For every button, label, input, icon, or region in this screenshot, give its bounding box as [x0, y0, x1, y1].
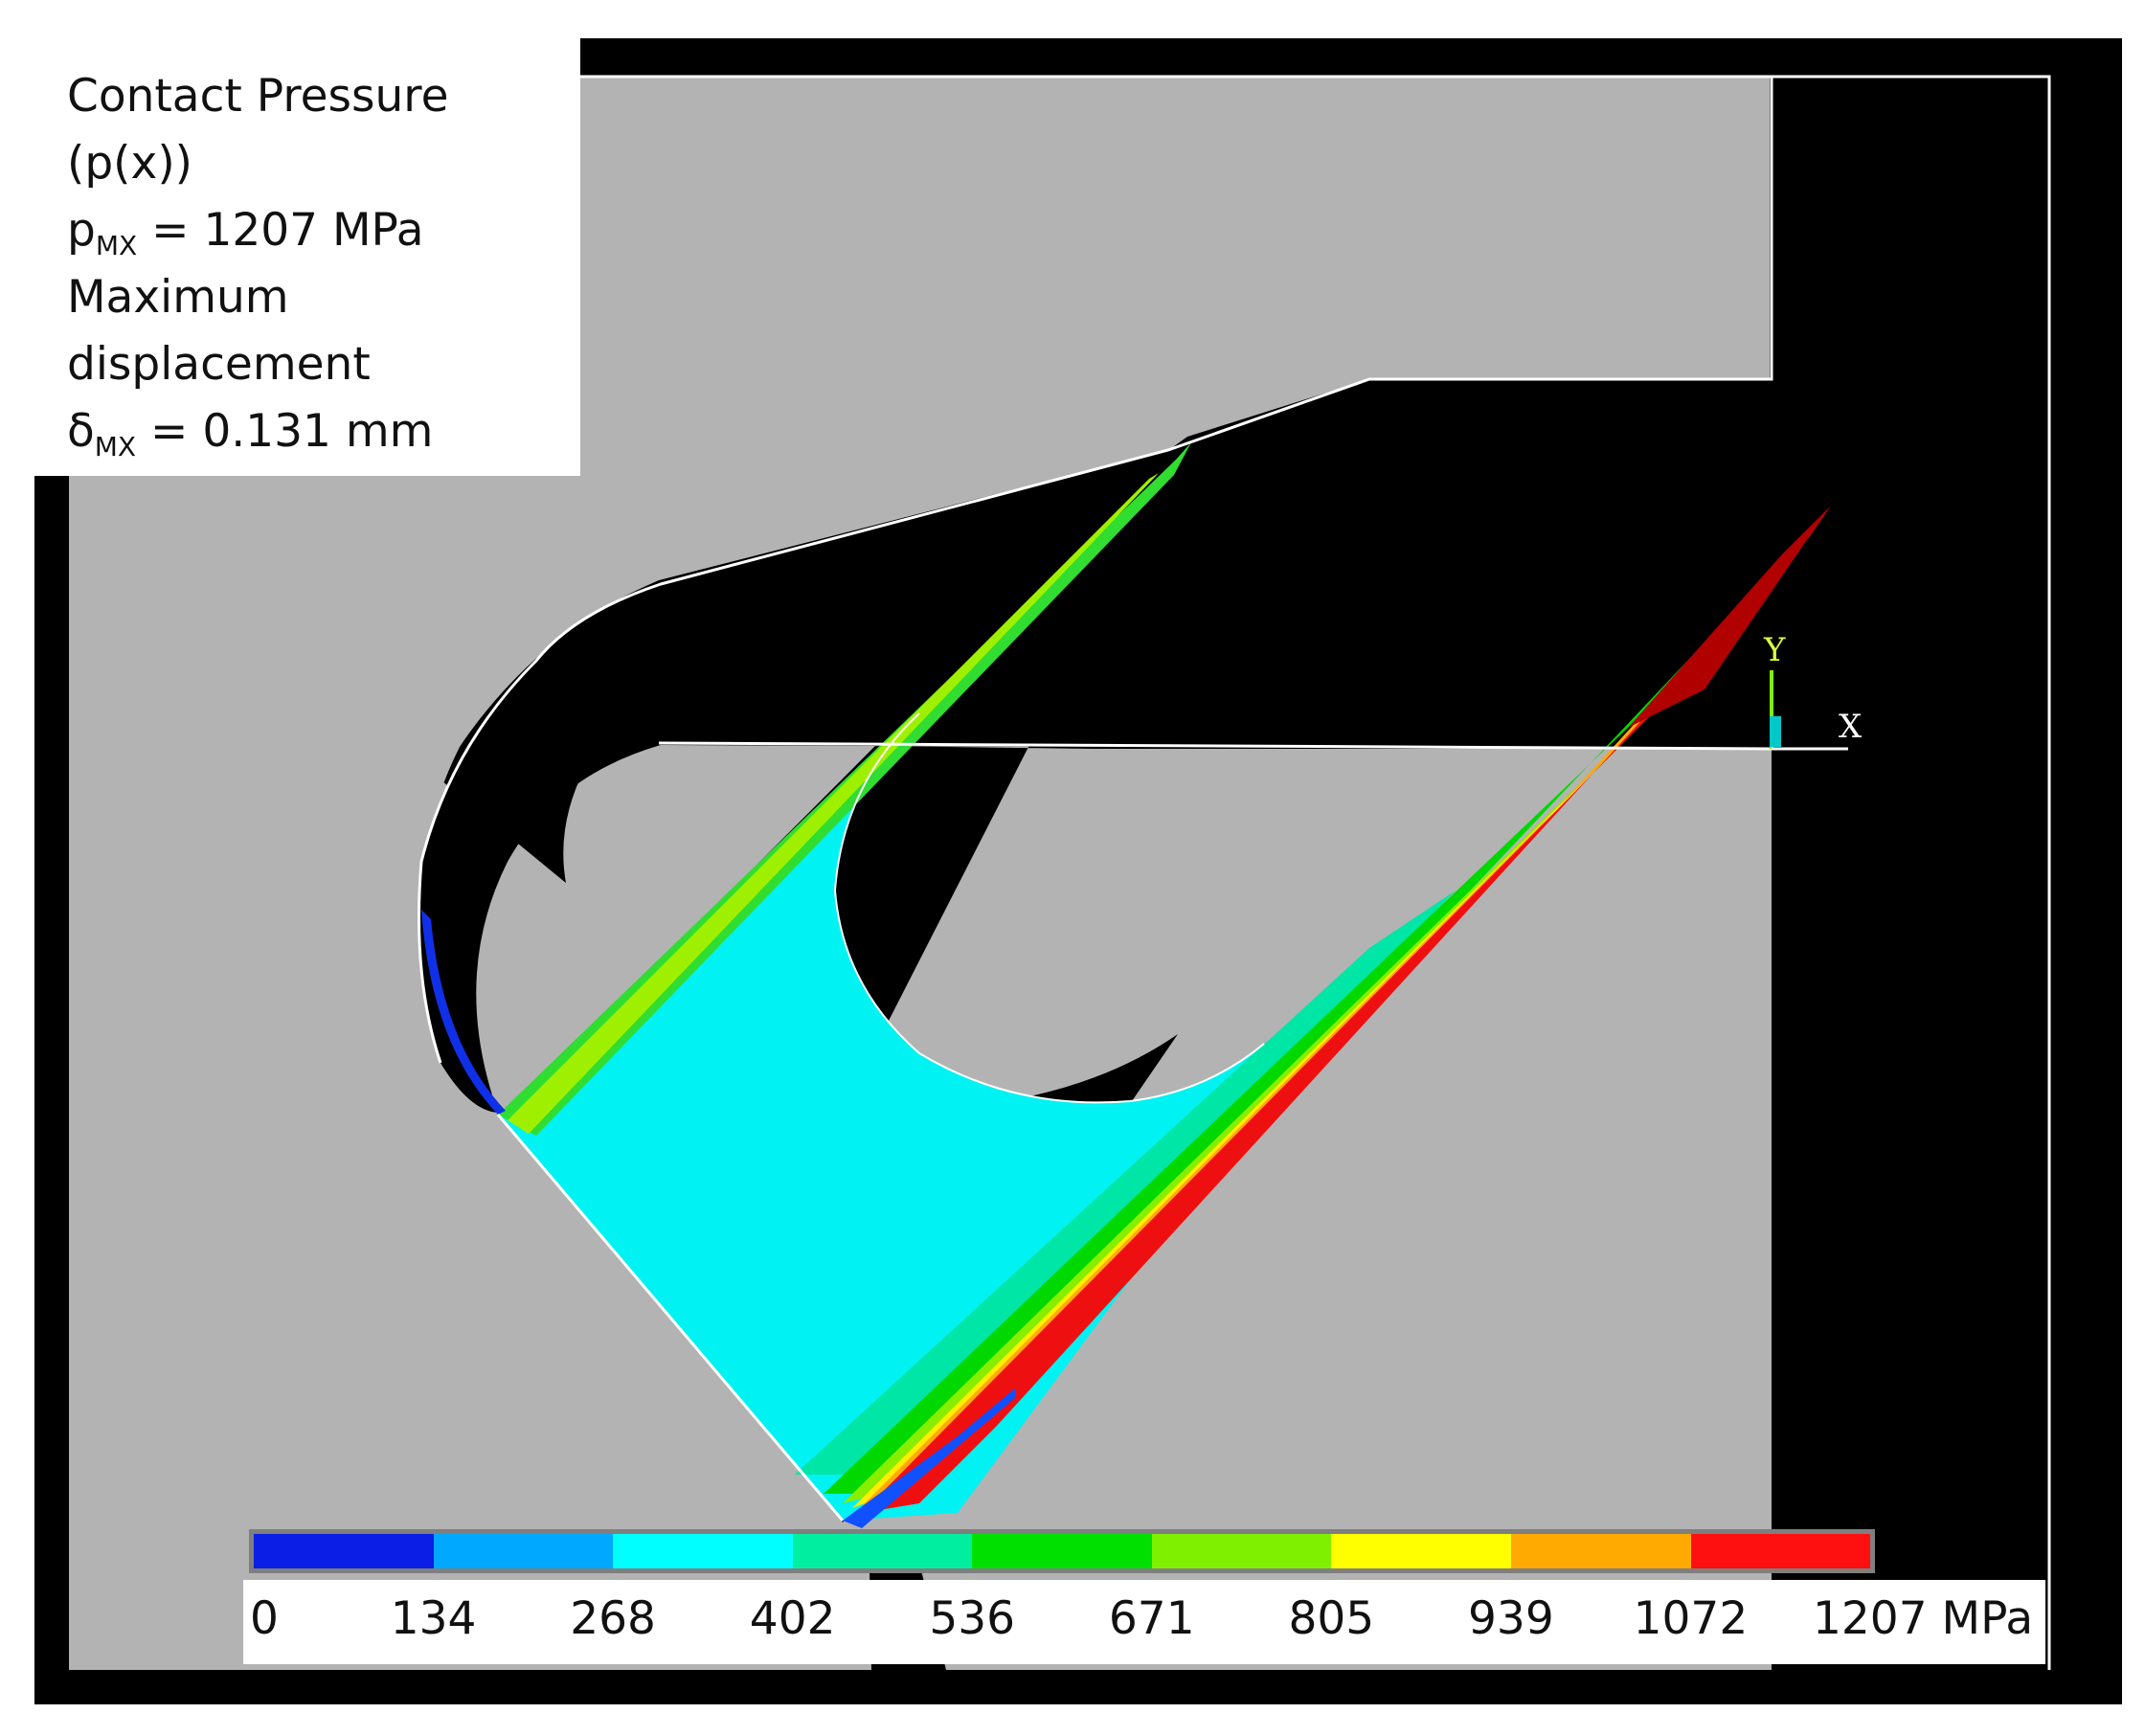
- colorbar-tick-strip: [243, 1580, 2045, 1664]
- colorbar-segment: [1331, 1534, 1511, 1568]
- triad-origin: [1770, 716, 1781, 747]
- colorbar-tick-label: 0: [250, 1592, 279, 1645]
- contour-left-edge: [421, 910, 506, 1115]
- colorbar-tick-label: 1072: [1633, 1592, 1749, 1645]
- annotation-max-displacement: δMX = 0.131 mm: [67, 405, 434, 462]
- hole-outline: [833, 712, 1265, 1104]
- contour-bottom-edge: [843, 1388, 1015, 1528]
- colorbar-segment: [254, 1534, 434, 1568]
- colorbar-tick-label: 671: [1108, 1592, 1195, 1645]
- annotation-max-label: Maximum: [67, 271, 289, 324]
- annotation-box: Contact Pressure (p(x)) pMX = 1207 MPa M…: [34, 38, 580, 476]
- right-band: [1772, 77, 2116, 1670]
- coordinate-triad: Y X: [1763, 631, 1863, 751]
- housing-upper: [69, 77, 1770, 1101]
- pressure-colorbar: [249, 1529, 1875, 1573]
- colorbar-segment: [613, 1534, 793, 1568]
- triad-x-label: X: [1839, 708, 1863, 746]
- colorbar-tick-label: 268: [570, 1592, 656, 1645]
- contour-left-band-inner: [508, 473, 1159, 1134]
- contour-band-darkred: [1628, 507, 1829, 728]
- colorbar-tick-label: 939: [1468, 1592, 1554, 1645]
- colorbar-tick-label: 536: [929, 1592, 1016, 1645]
- colorbar-tick-label: 1207 MPa: [1813, 1592, 2034, 1645]
- colorbar-segment: [1690, 1534, 1871, 1568]
- triad-y-label: Y: [1763, 631, 1786, 669]
- colorbar-segment: [1510, 1534, 1691, 1568]
- colorbar-segment: [792, 1534, 973, 1568]
- annotation-subtitle: (p(x)): [67, 137, 192, 190]
- colorbar-segment: [972, 1534, 1152, 1568]
- annotation-title: Contact Pressure: [67, 70, 449, 123]
- annotation-max-pressure: pMX = 1207 MPa: [67, 204, 424, 261]
- colorbar-segment: [1151, 1534, 1332, 1568]
- contour-band-turquoise: [795, 891, 1456, 1475]
- housing-lower-left: [69, 1092, 481, 1670]
- colorbar-segment: [433, 1534, 614, 1568]
- part-outline: [418, 75, 2051, 1670]
- colorbar-tick-label: 805: [1288, 1592, 1375, 1645]
- colorbar-tick-label: 402: [749, 1592, 836, 1645]
- colorbar-tick-label: 134: [390, 1592, 477, 1645]
- annotation-displacement-label: displacement: [67, 338, 371, 391]
